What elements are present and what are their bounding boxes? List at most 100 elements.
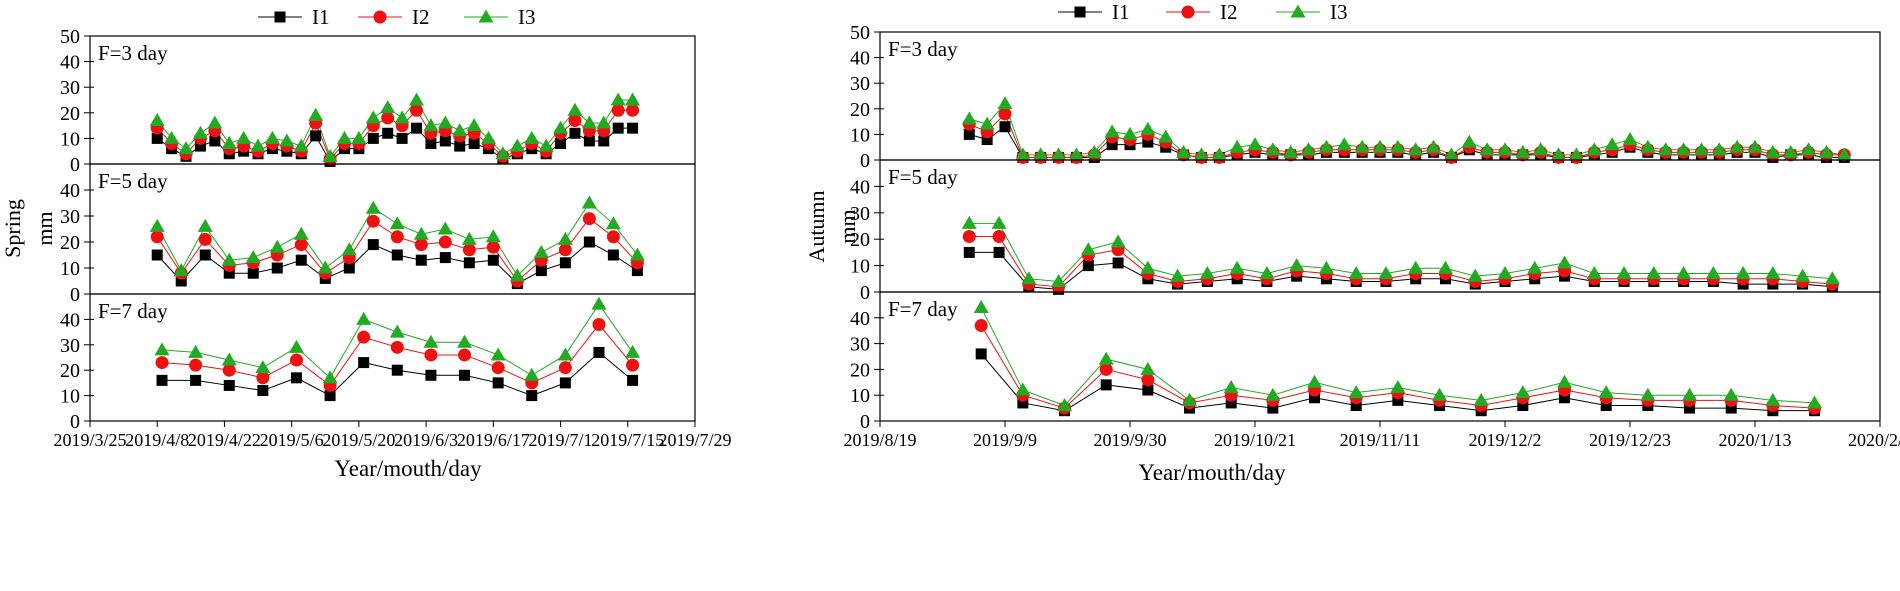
x-tick-label: 2019/9/9 bbox=[973, 430, 1037, 450]
panel-frame bbox=[89, 293, 696, 422]
data-point-i1 bbox=[559, 257, 571, 269]
data-point-i2 bbox=[962, 230, 976, 244]
data-point-i3 bbox=[1390, 379, 1406, 393]
data-point-i3 bbox=[1301, 142, 1317, 156]
data-point-i2 bbox=[568, 113, 582, 127]
x-axis-title: Year/mouth/day bbox=[1138, 460, 1286, 485]
data-point-i3 bbox=[979, 116, 995, 130]
data-point-i3 bbox=[1223, 379, 1239, 393]
panel-label: F=3 day bbox=[888, 37, 958, 61]
panel-label: F=7 day bbox=[98, 299, 168, 323]
data-point-i3 bbox=[1515, 385, 1531, 399]
data-point-i3 bbox=[1604, 137, 1620, 151]
data-point-i2 bbox=[294, 238, 308, 252]
y-tick-label: 30 bbox=[850, 203, 870, 225]
data-point-i1 bbox=[975, 348, 987, 360]
data-point-i1 bbox=[1100, 379, 1112, 391]
data-point-i1 bbox=[425, 138, 437, 150]
legend-label-i1: I1 bbox=[312, 5, 330, 29]
data-point-i1 bbox=[1684, 402, 1696, 414]
y-axis-title-season: Autumn bbox=[804, 190, 829, 262]
data-point-i3 bbox=[1158, 129, 1174, 143]
data-point-i3 bbox=[524, 130, 540, 144]
data-point-i3 bbox=[1676, 266, 1692, 280]
x-tick-label: 2019/8/19 bbox=[843, 430, 916, 450]
data-point-i3 bbox=[991, 215, 1007, 229]
data-point-i3 bbox=[533, 244, 549, 258]
data-point-i2 bbox=[390, 340, 404, 354]
data-point-i3 bbox=[1318, 139, 1334, 153]
data-point-i2 bbox=[150, 230, 164, 244]
data-point-i3 bbox=[1598, 385, 1614, 399]
data-point-i1 bbox=[324, 390, 336, 402]
data-point-i3 bbox=[236, 130, 252, 144]
data-point-i3 bbox=[524, 367, 540, 381]
x-tick-label: 2019/7/29 bbox=[658, 430, 731, 450]
x-tick-label: 2019/3/25 bbox=[53, 430, 126, 450]
data-point-i2 bbox=[189, 358, 203, 372]
data-point-i3 bbox=[1211, 147, 1227, 161]
data-point-i3 bbox=[423, 118, 439, 132]
data-point-i1 bbox=[358, 357, 370, 369]
data-point-i3 bbox=[423, 334, 439, 348]
data-point-i3 bbox=[557, 347, 573, 361]
y-axis-title-unit: mm bbox=[32, 211, 57, 245]
y-tick-label: 20 bbox=[850, 99, 870, 121]
data-point-i2 bbox=[366, 214, 380, 228]
data-point-i1 bbox=[1600, 400, 1612, 412]
data-point-i3 bbox=[1711, 142, 1727, 156]
x-tick-label: 2019/5/20 bbox=[322, 430, 395, 450]
y-tick-label: 10 bbox=[850, 124, 870, 146]
data-point-i1 bbox=[1225, 397, 1237, 409]
data-point-i3 bbox=[389, 324, 405, 338]
data-point-i3 bbox=[1372, 139, 1388, 153]
data-point-i1 bbox=[569, 127, 581, 139]
data-point-i3 bbox=[625, 344, 641, 358]
data-point-i3 bbox=[490, 347, 506, 361]
data-point-i1 bbox=[411, 122, 423, 134]
series-line-i2 bbox=[156, 109, 633, 160]
data-point-i1 bbox=[439, 252, 451, 264]
data-point-i1 bbox=[598, 135, 610, 147]
y-tick-label: 50 bbox=[60, 26, 80, 48]
data-point-i3 bbox=[1176, 144, 1192, 158]
data-point-i3 bbox=[1259, 266, 1275, 280]
data-point-i3 bbox=[581, 195, 597, 209]
data-point-i2 bbox=[155, 356, 169, 370]
y-tick-label: 40 bbox=[850, 48, 870, 70]
data-point-i2 bbox=[424, 348, 438, 362]
data-point-i3 bbox=[1551, 147, 1567, 161]
data-point-i1 bbox=[559, 377, 571, 389]
data-point-i2 bbox=[992, 230, 1006, 244]
data-point-i3 bbox=[466, 118, 482, 132]
x-tick-label: 2019/9/30 bbox=[1093, 430, 1166, 450]
data-point-i2 bbox=[998, 107, 1012, 121]
data-point-i1 bbox=[1517, 400, 1529, 412]
series-line-i1 bbox=[156, 127, 633, 163]
panel-frame bbox=[879, 159, 1881, 293]
data-point-i3 bbox=[389, 216, 405, 230]
data-point-i3 bbox=[1807, 395, 1823, 409]
data-point-i3 bbox=[1378, 266, 1394, 280]
data-point-i3 bbox=[1533, 142, 1549, 156]
data-point-i3 bbox=[1586, 142, 1602, 156]
data-point-i1 bbox=[468, 138, 480, 150]
data-point-i2 bbox=[592, 317, 606, 331]
x-tick-label: 2019/12/23 bbox=[1589, 430, 1671, 450]
x-tick-label: 2019/7/15 bbox=[591, 430, 664, 450]
data-point-i2 bbox=[626, 358, 640, 372]
data-point-i3 bbox=[1467, 268, 1483, 282]
legend-label-i3: I3 bbox=[1330, 0, 1348, 24]
data-point-i1 bbox=[993, 246, 1005, 258]
data-point-i3 bbox=[250, 138, 266, 152]
data-point-i1 bbox=[396, 132, 408, 144]
data-point-i1 bbox=[151, 132, 163, 144]
data-point-i3 bbox=[437, 115, 453, 129]
data-point-i1 bbox=[612, 122, 624, 134]
data-point-i2 bbox=[458, 348, 472, 362]
y-tick-label: 10 bbox=[850, 385, 870, 407]
data-point-i1 bbox=[247, 267, 259, 279]
x-tick-label: 2020/2/3 bbox=[1848, 430, 1900, 450]
y-tick-label: 10 bbox=[60, 258, 80, 280]
data-point-i3 bbox=[1795, 268, 1811, 282]
